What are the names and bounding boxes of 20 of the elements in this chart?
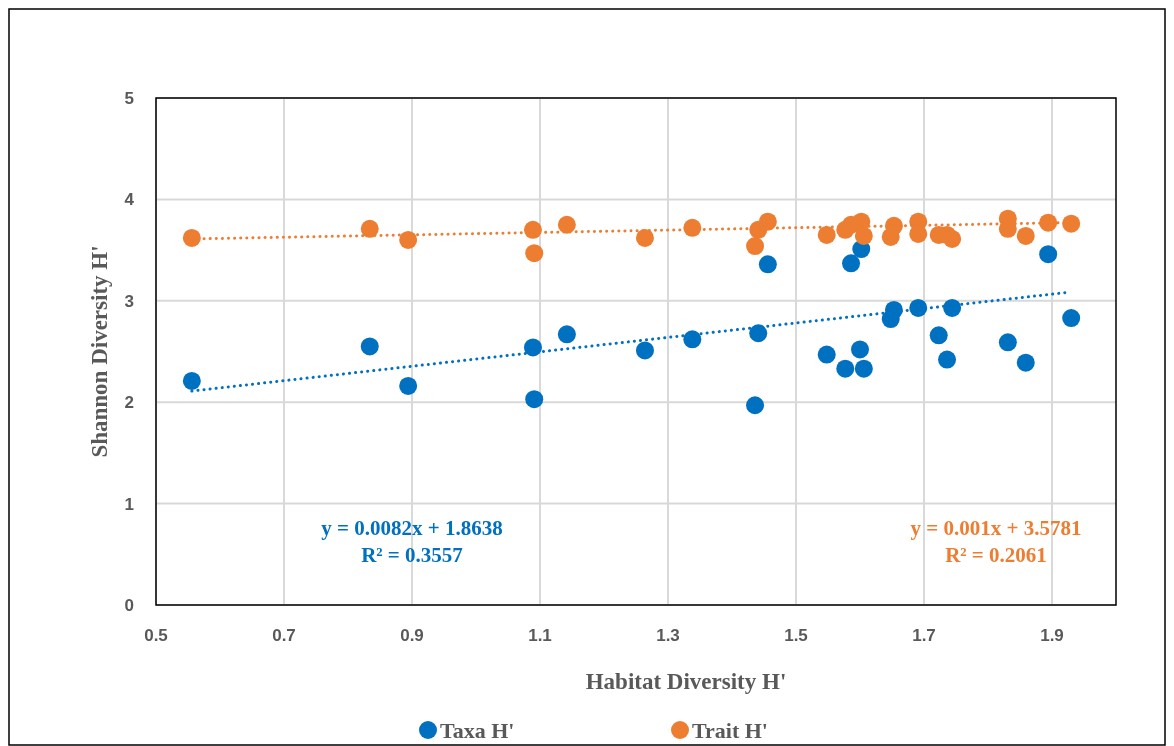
y-axis-title: Shannon Diversity H': [87, 245, 112, 458]
annotation: y = 0.001x + 3.5781 R² = 0.2061: [910, 516, 1082, 567]
y-tick-label: 4: [124, 190, 135, 210]
x-tick-label: 1.3: [656, 626, 680, 645]
x-tick-label: 1.9: [1040, 626, 1064, 645]
legend-label: Taxa H': [440, 718, 515, 743]
y-tick-label: 1: [124, 494, 134, 514]
annotation: y = 0.0082x + 1.8638 R² = 0.3557: [321, 516, 503, 567]
x-tick-label: 1.1: [528, 626, 552, 645]
x-tick-label: 1.5: [784, 626, 808, 645]
x-tick-label: 1.7: [912, 626, 936, 645]
legend-label: Trait H': [692, 718, 768, 743]
x-tick-label: 0.7: [272, 626, 296, 645]
x-axis-title: Habitat Diversity H': [585, 669, 787, 694]
y-tick-label: 2: [124, 393, 134, 413]
y-tick-label: 3: [124, 291, 134, 311]
x-tick-label: 0.5: [144, 626, 168, 645]
y-tick-label: 0: [124, 596, 134, 615]
x-tick-label: 0.9: [400, 626, 424, 645]
y-tick-label: 5: [124, 89, 134, 108]
